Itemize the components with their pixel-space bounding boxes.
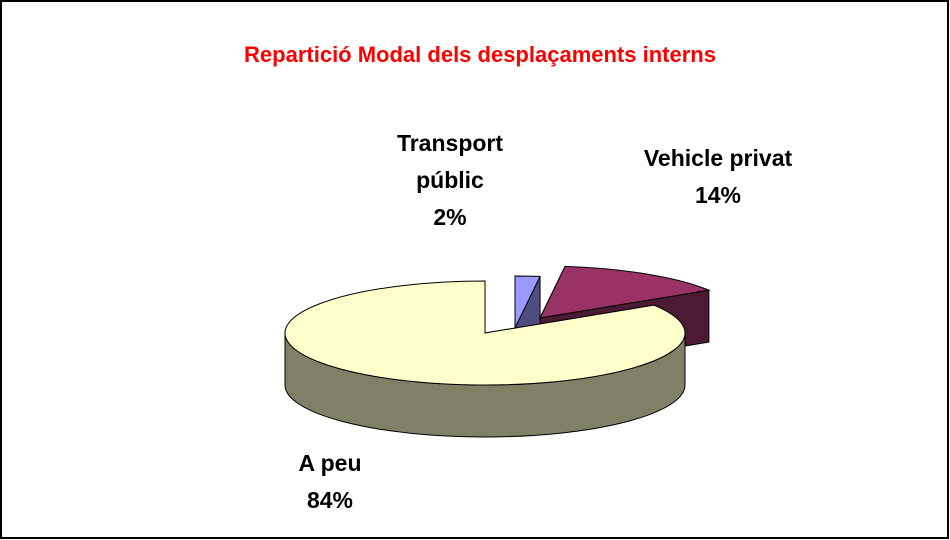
value-label: 2% bbox=[433, 204, 467, 230]
slice bbox=[514, 275, 541, 329]
slice-label: Transport públic 2% bbox=[365, 125, 535, 236]
slice-label: Vehicle privat 14% bbox=[633, 140, 803, 214]
slice bbox=[539, 265, 711, 319]
chart-title: Repartició Modal dels desplaçaments inte… bbox=[244, 42, 716, 67]
slice bbox=[284, 280, 686, 386]
slice-label: A peu 84% bbox=[245, 445, 415, 519]
category-label: A peu bbox=[298, 450, 362, 476]
value-label: 14% bbox=[694, 182, 742, 208]
category-label: Vehicle privat bbox=[643, 145, 793, 171]
category-label: Transport públic bbox=[396, 130, 504, 193]
value-label: 84% bbox=[306, 487, 354, 513]
